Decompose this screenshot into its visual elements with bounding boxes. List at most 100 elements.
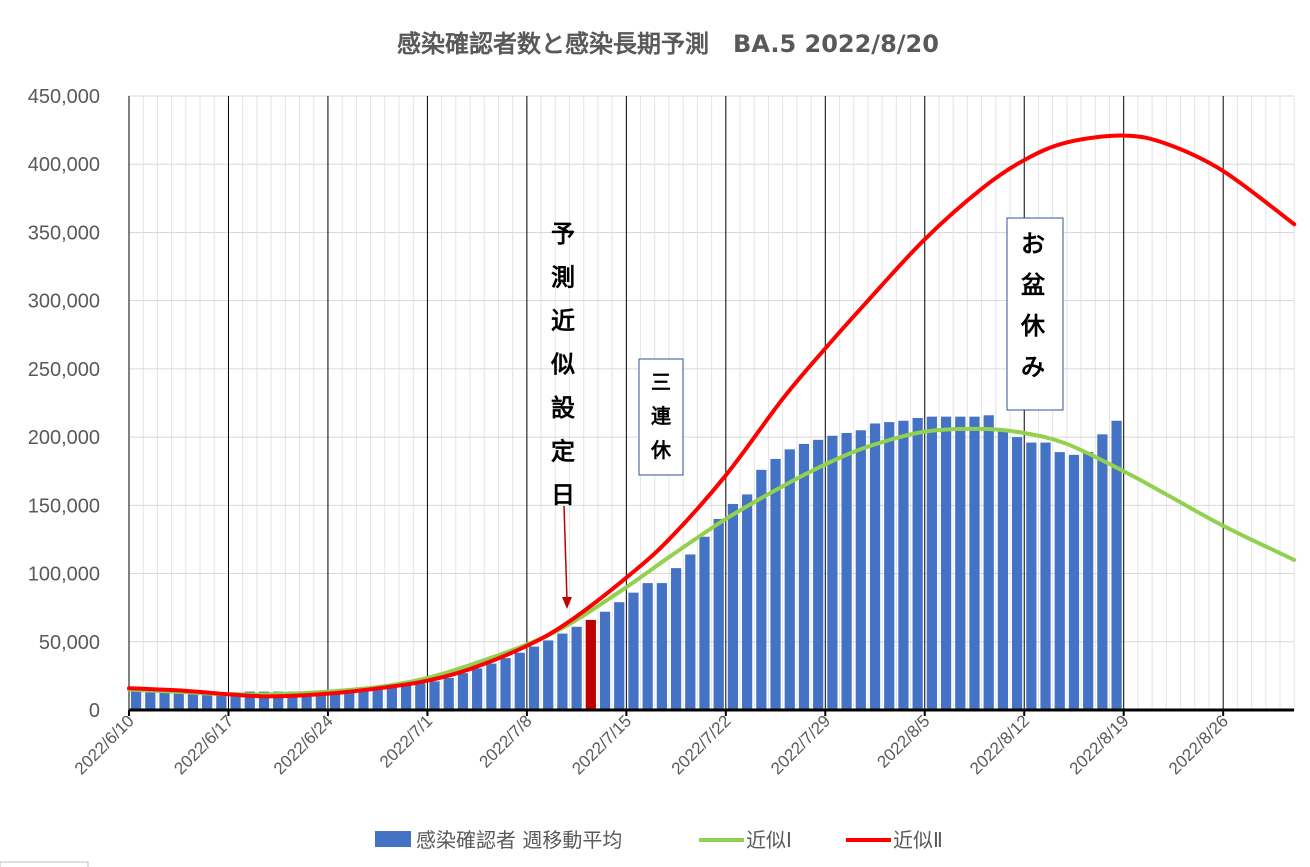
bar — [670, 568, 682, 710]
corner-marker — [0, 861, 89, 867]
axes — [128, 708, 1294, 716]
bar — [543, 640, 554, 710]
bar — [614, 602, 625, 710]
x-tick-label: 2022/7/22 — [668, 711, 735, 778]
three-day-holiday-label: 連 — [651, 404, 672, 428]
three-day-holiday-box — [638, 358, 684, 476]
bar — [1111, 420, 1122, 710]
series-line-approx-2 — [127, 133, 1297, 699]
line-series — [127, 133, 1297, 699]
obon-holiday-label: み — [1021, 353, 1045, 381]
y-tick-label: 300,000 — [28, 291, 100, 313]
forecast-day-label: 日 — [551, 481, 575, 509]
bar — [969, 416, 980, 710]
y-axis-ticks: 0 50,000 100,000 150,000 200,000 250,000 300,0… — [28, 86, 100, 722]
bar — [940, 416, 952, 710]
grid — [128, 95, 1295, 710]
bar — [415, 683, 426, 710]
three-day-holiday-label: 三 — [651, 370, 671, 394]
bar — [500, 658, 511, 710]
bar — [784, 449, 795, 710]
legend-swatch-bar — [375, 831, 411, 847]
bar — [315, 690, 326, 710]
forecast-day-label: 測 — [551, 264, 575, 292]
bar — [1083, 452, 1094, 710]
bar — [699, 536, 710, 710]
three-day-holiday-label: 休 — [650, 438, 672, 462]
x-tick-label: 2022/7/15 — [568, 711, 635, 778]
bar — [173, 693, 184, 710]
x-tick-label: 2022/7/1 — [376, 711, 436, 771]
bar — [656, 583, 667, 710]
bar — [372, 687, 383, 710]
x-tick-label: 2022/6/10 — [71, 711, 138, 778]
bar — [358, 688, 369, 710]
x-tick-label: 2022/8/12 — [966, 711, 1033, 778]
bar — [486, 663, 497, 710]
y-tick-label: 150,000 — [28, 495, 100, 517]
x-tick-label: 2022/8/5 — [873, 711, 933, 771]
bar — [130, 691, 142, 710]
legend-label-approx-2: 近似Ⅱ — [893, 828, 943, 852]
bar — [742, 494, 753, 710]
obon-holiday-label: 盆 — [1021, 271, 1046, 299]
x-axis-ticks: 2022/6/10 2022/6/17 2022/6/24 2022/7/1 2022/… — [71, 711, 1232, 778]
forecast-day-label: 近 — [551, 307, 575, 335]
forecast-day-arrow — [563, 505, 568, 601]
bar — [642, 583, 653, 710]
y-tick-label: 250,000 — [28, 359, 100, 381]
bar — [514, 652, 525, 710]
bar — [202, 693, 213, 710]
y-tick-label: 100,000 — [28, 564, 100, 586]
bar — [301, 691, 312, 710]
obon-holiday-label: お — [1021, 230, 1045, 258]
bar — [528, 646, 540, 710]
bar — [1068, 454, 1080, 710]
legend: 感染確認者 週移動平均 近似Ⅰ 近似Ⅱ — [375, 828, 943, 852]
bar — [216, 692, 227, 710]
bar — [472, 668, 483, 710]
bar — [841, 433, 852, 710]
x-tick-label: 2022/6/24 — [270, 711, 337, 778]
bar — [329, 690, 341, 710]
bar — [983, 415, 994, 710]
bar — [258, 691, 270, 710]
forecast-day-label: 設 — [551, 394, 576, 422]
forecast-day-label: 定 — [551, 438, 575, 466]
bar — [685, 554, 696, 710]
bar-series — [130, 415, 1122, 710]
bar — [557, 633, 568, 710]
bar — [571, 626, 582, 710]
bar — [429, 681, 440, 710]
y-tick-label: 0 — [89, 700, 100, 722]
bar — [898, 420, 909, 710]
bar — [145, 692, 156, 710]
obon-holiday-box — [1006, 217, 1064, 411]
bar — [827, 435, 838, 710]
bar — [756, 469, 767, 710]
bar — [1054, 452, 1065, 710]
forecast-day-arrowhead — [562, 597, 572, 609]
bar — [599, 611, 611, 710]
y-tick-label: 350,000 — [28, 222, 100, 244]
bar — [912, 418, 923, 710]
bar — [798, 443, 810, 710]
y-tick-label: 50,000 — [39, 632, 100, 654]
bar — [884, 422, 895, 710]
legend-label-approx-1: 近似Ⅰ — [746, 828, 792, 852]
obon-holiday-label: 休 — [1020, 312, 1046, 340]
chart-title: 感染確認者数と感染長期予測 BA.5 2022/8/20 — [397, 30, 939, 58]
bar — [1097, 434, 1108, 710]
bar — [628, 592, 639, 710]
x-tick-label: 2022/8/19 — [1066, 711, 1133, 778]
series-line-approx-1 — [127, 426, 1297, 697]
bar — [727, 503, 739, 710]
bar — [287, 691, 298, 710]
bar — [926, 416, 937, 710]
bar — [997, 431, 1009, 710]
bar — [1040, 442, 1051, 710]
forecast-day-label: 予 — [551, 220, 575, 248]
bar — [187, 693, 199, 710]
